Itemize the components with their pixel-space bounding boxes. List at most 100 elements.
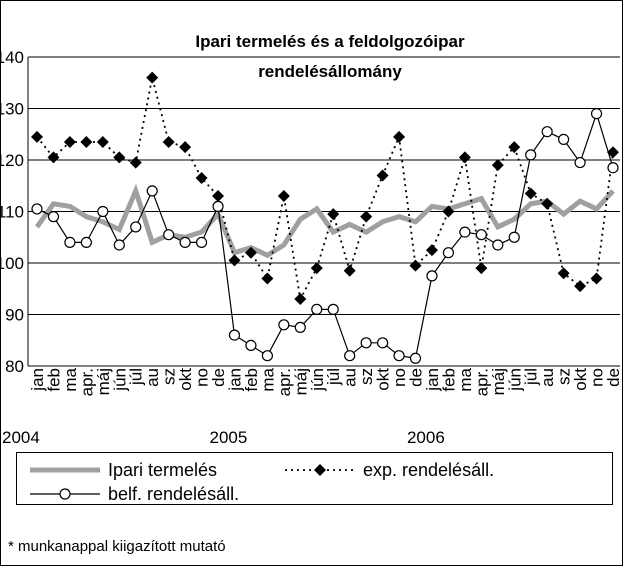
circle-marker [360,337,372,349]
diamond-marker [113,151,126,164]
circle-marker [59,488,71,500]
diamond-marker [31,130,43,143]
circle-marker [327,303,339,315]
x-tick-label: au [143,368,162,387]
diamond-marker [442,205,455,218]
circle-marker [344,350,356,362]
circle-marker [409,352,422,364]
diamond-marker [47,151,60,164]
circle-marker [179,236,191,248]
circle-marker [97,205,109,218]
diamond-marker [524,187,537,200]
y-tick-label: 140 [0,48,24,67]
diamond-marker [146,71,159,84]
x-tick-label: okt [571,368,590,391]
circle-marker [228,329,241,341]
diamond-marker [96,135,109,148]
diamond-marker [590,272,603,285]
x-tick-label: ma [61,367,80,391]
circle-marker [212,200,224,212]
series-line [34,183,615,259]
diamond-marker [376,169,389,182]
diamond-marker [294,293,307,306]
x-tick-label: máj [291,368,310,395]
circle-marker [525,149,537,161]
diamond-marker [475,262,488,275]
chart-title: rendelésállomány [258,62,402,81]
circle-marker [492,239,504,251]
x-tick-label: au [538,368,557,387]
circle-marker [80,236,92,248]
diamond-marker [360,210,373,223]
legend-box [16,452,613,505]
circle-marker [261,350,273,362]
x-tick-label: sz [555,368,574,385]
circle-marker [47,211,60,223]
legend-label: exp. rendelésáll. [363,460,494,480]
circle-marker [590,108,603,120]
diamond-marker [327,208,340,221]
footnote: * munkanappal kiigazított mutató [8,538,226,555]
x-tick-label: ma [456,367,475,391]
x-tick-label: jún [308,368,327,392]
diamond-marker [574,280,587,293]
diamond-marker [129,156,142,169]
x-tick-label: sz [160,368,179,385]
x-tick-label: no [193,368,212,387]
circle-marker [278,319,290,331]
legend-label: belf. rendelésáll. [108,484,239,504]
diamond-marker [393,130,406,143]
diamond-marker [314,464,326,476]
diamond-marker [491,159,504,172]
x-tick-label: de [604,368,623,387]
circle-marker [459,226,471,238]
series-line [36,77,614,302]
circle-marker [130,221,142,233]
diamond-marker [212,190,225,203]
legend-label: Ipari termelés [108,460,217,480]
x-tick-label: feb [242,368,261,392]
circle-marker [508,231,520,243]
diamond-marker [228,254,241,267]
diamond-marker [541,197,554,210]
y-tick-label: 100 [0,254,24,273]
circle-marker [377,337,389,349]
x-tick-label: júl [127,368,146,386]
circle-marker [475,229,487,241]
x-tick-label: de [407,368,426,387]
diamond-marker [244,246,257,259]
circle-marker [146,185,158,197]
diamond-marker [425,244,438,257]
x-tick-label: okt [374,368,393,391]
x-tick-label: apr. [472,368,491,396]
circle-marker [195,236,208,248]
x-tick-label: feb [44,368,63,392]
x-tick-label: apr. [275,368,294,396]
x-tick-label: au [341,368,360,387]
x-tick-label: no [588,368,607,387]
x-tick-label: júl [324,368,343,386]
diamond-marker [195,172,208,185]
circle-marker [163,229,175,241]
circle-marker [113,239,125,251]
circle-marker [574,156,586,169]
diamond-marker [343,264,356,277]
diamond-marker [557,267,570,280]
year-label: 2004 [2,428,40,447]
circle-marker [393,350,405,362]
circle-marker [311,303,323,315]
y-tick-label: 120 [0,151,24,170]
x-tick-label: apr. [77,368,96,396]
x-tick-label: jún [110,368,129,392]
x-tick-label: okt [176,368,195,391]
circle-marker [607,162,619,174]
circle-marker [64,236,76,248]
circle-marker [558,133,570,145]
diamond-marker [607,146,619,159]
diamond-marker [179,141,192,154]
x-tick-label: jan [423,368,442,392]
diamond-marker [261,272,274,285]
circle-marker [245,339,257,351]
y-tick-label: 90 [5,306,24,325]
x-tick-label: máj [94,368,113,395]
